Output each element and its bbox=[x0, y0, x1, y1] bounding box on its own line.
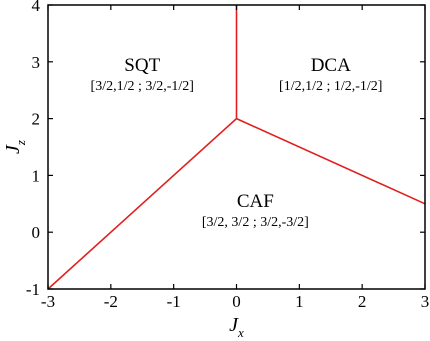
x-tick-label: 1 bbox=[295, 292, 304, 311]
region-config: [3/2, 3/2 ; 3/2,-3/2] bbox=[202, 215, 309, 230]
phase-boundary-line bbox=[236, 117, 426, 205]
phase-boundary-line bbox=[47, 118, 238, 290]
axis-ticks bbox=[47, 4, 426, 290]
y-tick-label: 2 bbox=[32, 110, 41, 129]
x-tick-label: 2 bbox=[358, 292, 367, 311]
region-name: SQT bbox=[124, 55, 160, 76]
y-tick-label: -1 bbox=[26, 280, 40, 299]
phase-boundaries bbox=[47, 5, 426, 290]
y-tick-label: 3 bbox=[32, 53, 41, 72]
x-axis-title-sub: x bbox=[237, 325, 244, 340]
x-tick-label: -3 bbox=[41, 292, 55, 311]
region-labels: SQT [3/2,1/2 ; 3/2,-1/2] DCA [1/2,1/2 ; 1/2… bbox=[91, 55, 383, 230]
region-name: CAF bbox=[237, 191, 274, 212]
y-tick-label: 4 bbox=[32, 0, 41, 15]
y-tick-label: 0 bbox=[32, 223, 41, 242]
region-name: DCA bbox=[311, 55, 351, 76]
tick-labels: -3 -2 -1 0 1 2 3 -1 0 1 2 3 4 bbox=[26, 0, 429, 311]
x-tick-label: -1 bbox=[167, 292, 181, 311]
x-tick-label: -2 bbox=[104, 292, 118, 311]
region-config: [3/2,1/2 ; 3/2,-1/2] bbox=[91, 79, 194, 94]
y-axis-title: Jz bbox=[2, 140, 28, 154]
x-axis-title-main: J bbox=[229, 314, 239, 336]
x-axis-title: Jx bbox=[229, 314, 244, 340]
region-config: [1/2,1/2 ; 1/2,-1/2] bbox=[279, 79, 382, 94]
x-tick-label: 3 bbox=[421, 292, 430, 311]
y-axis-title-main: J bbox=[2, 144, 24, 154]
x-tick-label: 0 bbox=[232, 292, 241, 311]
y-axis-title-sub: z bbox=[13, 140, 28, 146]
y-tick-label: 1 bbox=[32, 166, 41, 185]
